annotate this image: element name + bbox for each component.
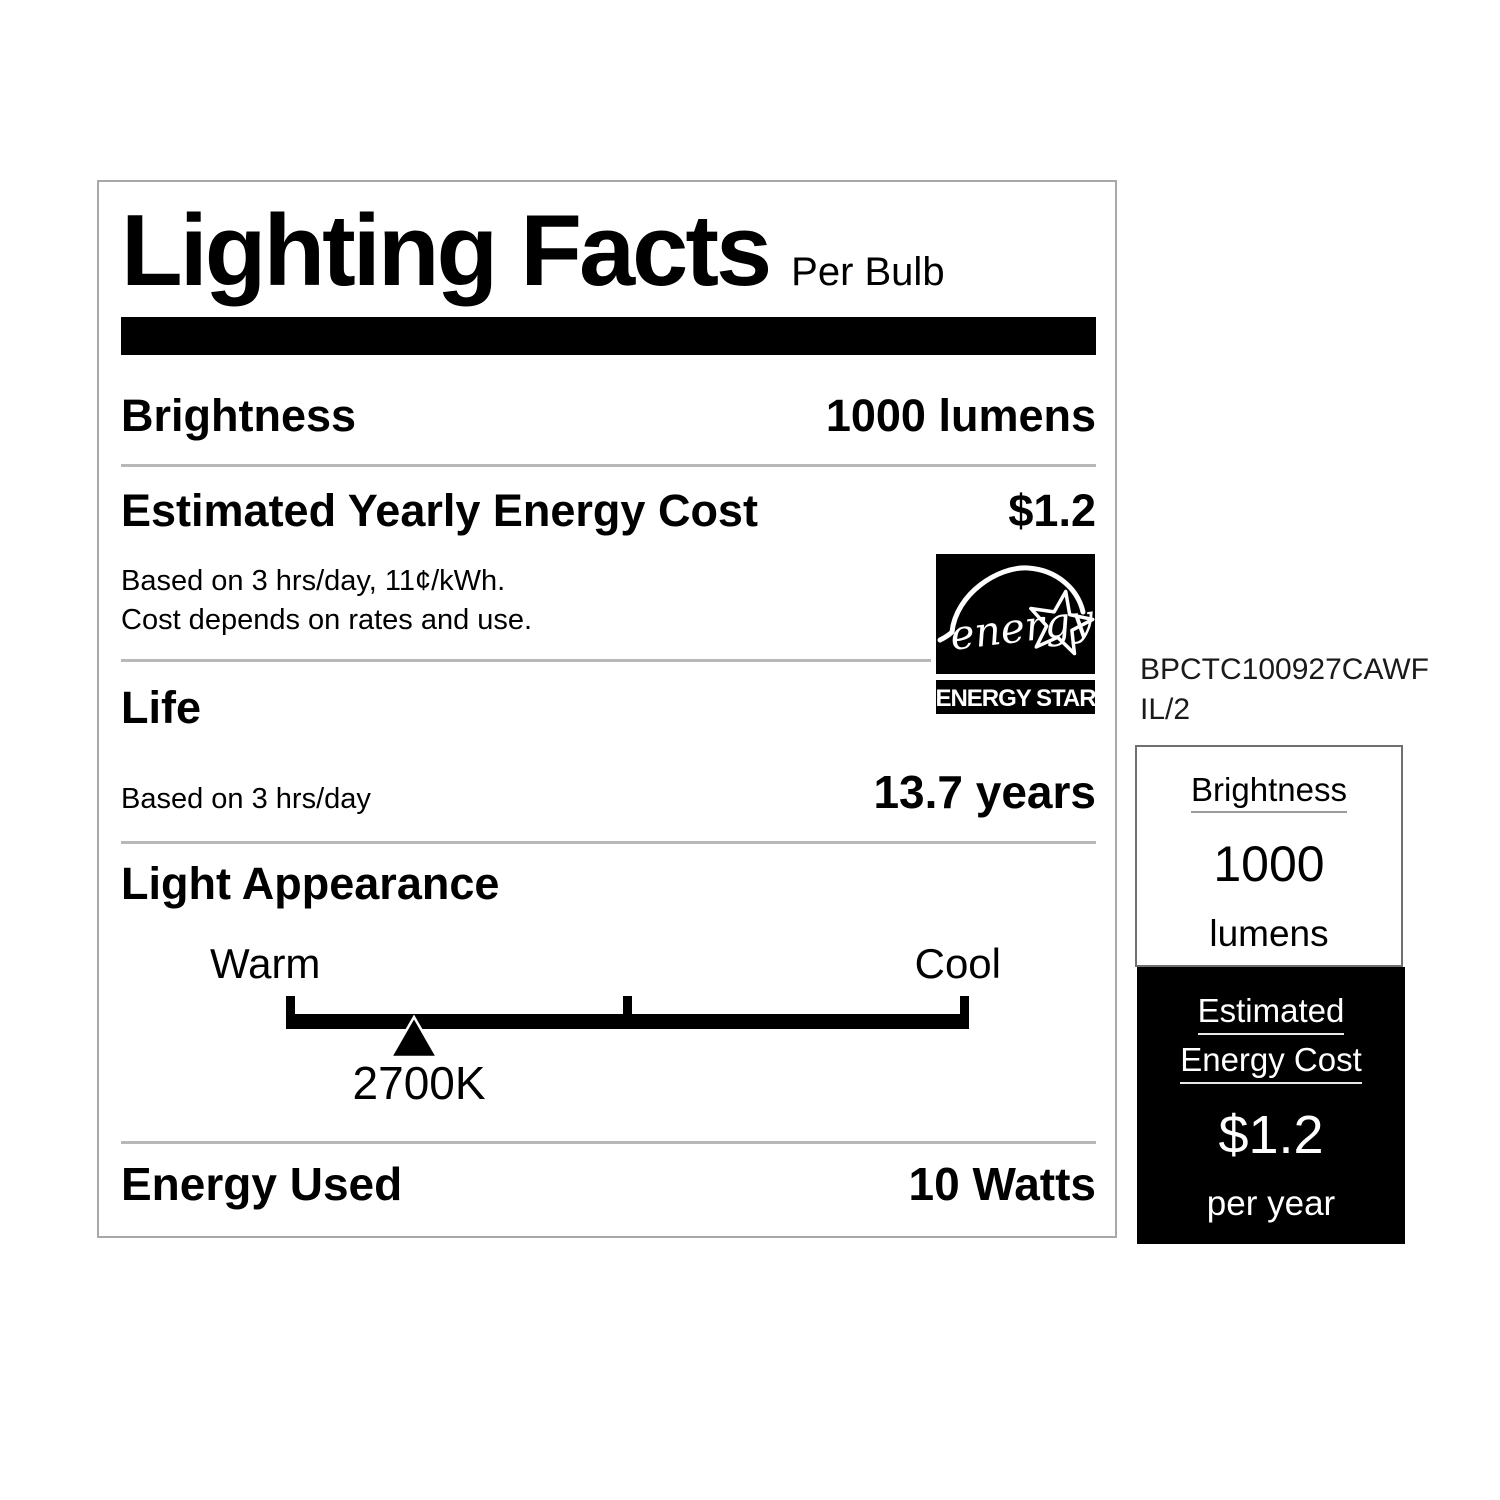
section-divider <box>121 1141 1096 1144</box>
scale-tick-middle <box>622 996 632 1029</box>
scale-tick-right <box>960 996 969 1029</box>
energy-cost-row: Estimated Yearly Energy Cost $1.2 <box>121 485 1096 537</box>
energy-used-value: 10 Watts <box>908 1158 1096 1210</box>
energy-cost-note-1: Based on 3 hrs/day, 11¢/kWh. <box>121 565 506 597</box>
product-code: BPCTC100927CAWF IL/2 <box>1140 650 1440 730</box>
color-temp-value: 2700K <box>352 1057 486 1109</box>
energy-star-caption: ENERGY STAR <box>936 685 1095 712</box>
brightness-value: 1000 lumens <box>825 390 1096 441</box>
cost-card-unit: per year <box>1206 1184 1336 1223</box>
brightness-row: Brightness 1000 lumens <box>121 390 1096 442</box>
label-per-unit: Per Bulb <box>791 250 945 294</box>
energy-cost-summary-card: Estimated Energy Cost $1.2 per year <box>1137 967 1405 1244</box>
life-value: 13.7 years <box>873 766 1096 818</box>
energy-cost-notes: Based on 3 hrs/day, 11¢/kWh. Cost depend… <box>121 562 1096 640</box>
light-appearance-label: Light Appearance <box>121 858 500 909</box>
product-code-line1: BPCTC100927CAWF <box>1140 653 1429 686</box>
label-header: Lighting Facts Per Bulb <box>121 198 1096 304</box>
scale-cool-label: Cool <box>914 940 1001 987</box>
scale-bar <box>286 1014 969 1029</box>
energy-cost-label: Estimated Yearly Energy Cost <box>121 485 758 536</box>
header-rule-bar <box>121 317 1096 355</box>
color-temperature-scale: Warm Cool 2700K <box>210 940 1001 1115</box>
brightness-summary-card: Brightness 1000 lumens <box>1135 745 1403 967</box>
energy-used-row: Energy Used 10 Watts <box>121 1157 1096 1211</box>
energy-cost-note-2: Cost depends on rates and use. <box>121 604 533 636</box>
life-label: Life <box>121 682 202 733</box>
scale-warm-label: Warm <box>210 940 321 987</box>
cost-card-heading-line2: Energy Cost <box>1180 1040 1362 1084</box>
lighting-facts-label: Lighting Facts Per Bulb Brightness 1000 … <box>97 180 1117 1238</box>
section-divider-partial <box>121 659 931 662</box>
color-temp-marker-icon <box>388 1014 439 1059</box>
energy-cost-value: $1.2 <box>1008 485 1096 536</box>
brightness-card-heading: Brightness <box>1191 771 1347 813</box>
life-basis: Based on 3 hrs/day <box>121 783 371 815</box>
section-divider <box>121 841 1096 844</box>
section-divider <box>121 464 1096 467</box>
brightness-card-value: 1000 <box>1213 836 1325 892</box>
product-code-line2: IL/2 <box>1140 693 1191 726</box>
cost-card-heading-line1: Estimated <box>1197 991 1345 1035</box>
brightness-card-unit: lumens <box>1209 913 1329 954</box>
energy-star-icon: energy ENERGY STAR <box>935 554 1097 714</box>
brightness-label: Brightness <box>121 390 357 441</box>
energy-used-label: Energy Used <box>121 1158 403 1210</box>
cost-card-value: $1.2 <box>1218 1105 1324 1165</box>
label-title: Lighting Facts <box>121 195 772 307</box>
life-row: Based on 3 hrs/day 13.7 years <box>121 765 1096 819</box>
scale-tick-left <box>286 996 295 1029</box>
